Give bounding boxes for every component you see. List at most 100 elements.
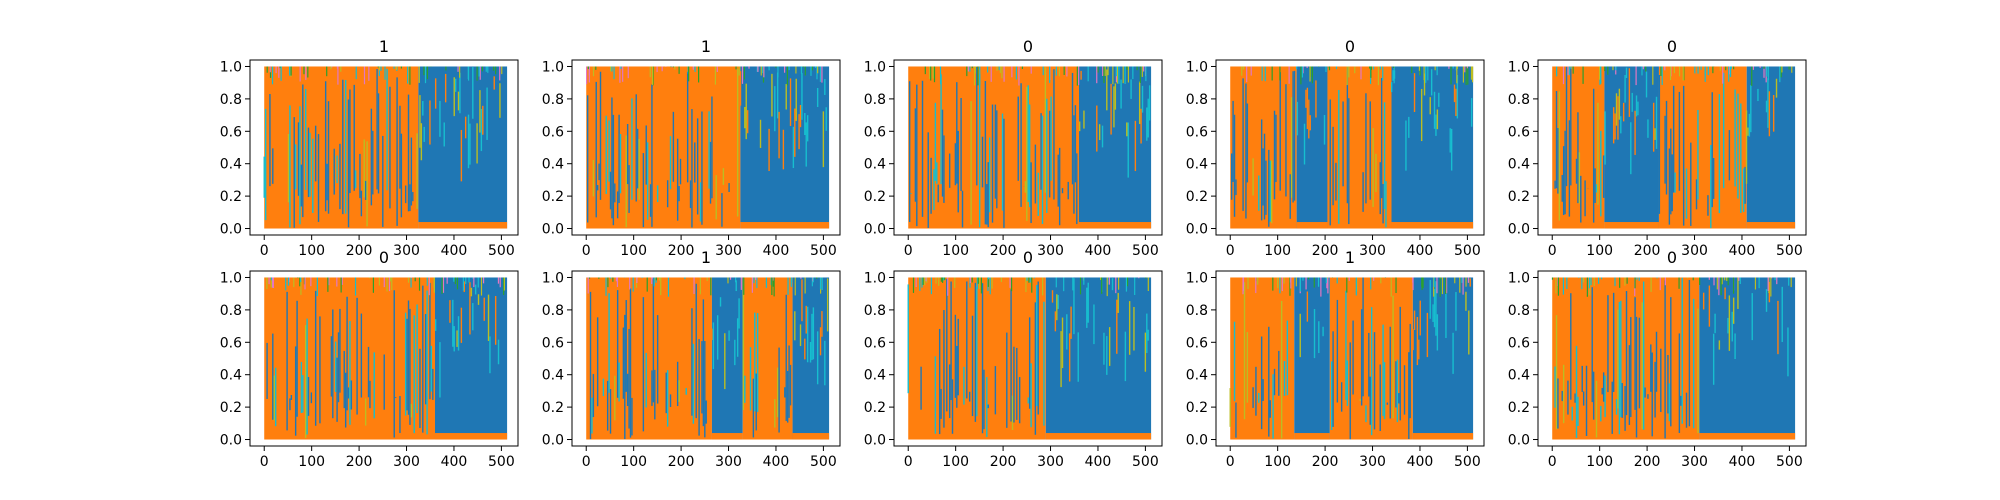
x-tick-label: 300 [1359,243,1386,259]
y-tick-label: 0.8 [220,303,242,319]
x-tick-label: 0 [1226,243,1235,259]
y-tick-label: 0.2 [542,400,564,416]
x-tick-label: 500 [488,243,515,259]
series-baseline-band [792,433,830,440]
x-tick-label: 100 [298,243,325,259]
axes-frame [893,59,1163,236]
y-tick-label: 1.0 [220,270,242,286]
series-region-blue [1296,66,1328,229]
y-tick-label: 0.0 [220,222,242,238]
series-baseline-band [740,222,830,229]
x-tick-label: 400 [1729,454,1756,470]
series-region-blue [740,66,830,229]
y-tick-label: 0.8 [1186,92,1208,108]
x-tick-label: 300 [393,243,420,259]
plot-area [1230,66,1474,229]
y-tick-label: 0.0 [220,433,242,449]
subplot-title: 0 [379,248,389,267]
y-tick-label: 0.2 [542,189,564,205]
x-tick-label: 200 [1634,243,1661,259]
series-baseline-band [1699,433,1796,440]
y-tick-label: 0.8 [864,92,886,108]
plot-area [1551,277,1796,440]
y-tick-label: 0.8 [542,92,564,108]
x-tick-label: 0 [1548,243,1557,259]
axes-frame [571,270,841,447]
x-tick-label: 200 [346,243,373,259]
series-baseline-band [418,222,508,229]
x-tick-label: 100 [942,454,969,470]
plot-area [586,277,830,440]
y-tick-label: 0.8 [1186,303,1208,319]
subplot-title: 0 [1345,37,1355,56]
axes-frame [1537,270,1807,447]
series-region-blue [1412,277,1474,440]
y-tick-label: 0.6 [220,124,242,140]
plot-area [907,277,1152,440]
axes-frame [249,270,519,447]
subplot-1: 1 0 100 200 300 400 500 0.0 0.2 0.4 0.6 0.8 1.0 [220,37,519,259]
y-tick-label: 0.2 [1508,400,1530,416]
y-tick-label: 1.0 [1508,59,1530,75]
y-tick-label: 1.0 [1186,270,1208,286]
series-baseline-band [1391,222,1474,229]
subplot-title: 0 [1023,37,1033,56]
subplot-6: 0 0 100 200 300 400 500 0.0 0.2 0.4 0.6 0.8 1.0 [220,248,519,470]
x-tick-label: 0 [582,243,591,259]
plot-area [1229,277,1474,440]
axes-frame [1215,59,1485,236]
y-tick-label: 0.0 [542,433,564,449]
y-tick-label: 0.4 [542,368,564,384]
y-tick-label: 1.0 [1508,270,1530,286]
series-baseline-band [1294,433,1330,440]
series-baseline-band [1296,222,1328,229]
subplot-7: 1 0 100 200 300 400 500 0.0 0.2 0.4 0.6 0.8 1.0 [542,248,841,470]
x-tick-label: 300 [715,243,742,259]
x-tick-label: 0 [1548,454,1557,470]
axes-frame [571,59,841,236]
x-tick-label: 400 [1085,243,1112,259]
x-tick-label: 200 [990,454,1017,470]
x-tick-label: 200 [1312,243,1339,259]
y-tick-label: 0.6 [542,335,564,351]
x-tick-label: 500 [1776,243,1803,259]
y-tick-label: 0.8 [220,92,242,108]
x-tick-label: 200 [1312,454,1339,470]
subplot-3: 0 0 100 200 300 400 500 0.0 0.2 0.4 0.6 0.8 1.0 [864,37,1163,259]
x-tick-label: 0 [904,243,913,259]
x-tick-label: 300 [715,454,742,470]
x-tick-label: 100 [1264,454,1291,470]
x-tick-label: 100 [298,454,325,470]
y-tick-label: 1.0 [220,59,242,75]
x-tick-label: 300 [1037,243,1064,259]
y-tick-label: 1.0 [542,59,564,75]
subplot-8: 0 0 100 200 300 400 500 0.0 0.2 0.4 0.6 0.8 1.0 [864,248,1163,470]
y-tick-label: 0.8 [1508,303,1530,319]
plot-area [1552,66,1796,229]
y-tick-label: 0.0 [542,222,564,238]
x-tick-label: 300 [1681,243,1708,259]
x-tick-label: 300 [1359,454,1386,470]
y-tick-label: 0.4 [542,157,564,173]
y-tick-label: 1.0 [864,59,886,75]
series-baseline-band [1045,433,1152,440]
y-tick-label: 0.4 [864,157,886,173]
x-tick-label: 0 [904,454,913,470]
series-region-blue [1699,277,1796,440]
series-baseline-band [1604,222,1659,229]
subplot-title: 0 [1023,248,1033,267]
subplot-9: 1 0 100 200 300 400 500 0.0 0.2 0.4 0.6 0.8 1.0 [1186,248,1485,470]
y-tick-label: 0.4 [1186,368,1208,384]
x-tick-label: 500 [488,454,515,470]
y-tick-label: 0.0 [864,222,886,238]
x-tick-label: 400 [763,243,790,259]
y-tick-label: 0.4 [220,157,242,173]
x-tick-label: 200 [346,454,373,470]
plot-area [263,66,508,229]
x-tick-label: 500 [1776,454,1803,470]
axes-frame [1537,59,1807,236]
x-tick-label: 400 [763,454,790,470]
y-tick-label: 0.8 [1508,92,1530,108]
y-tick-label: 0.2 [220,189,242,205]
